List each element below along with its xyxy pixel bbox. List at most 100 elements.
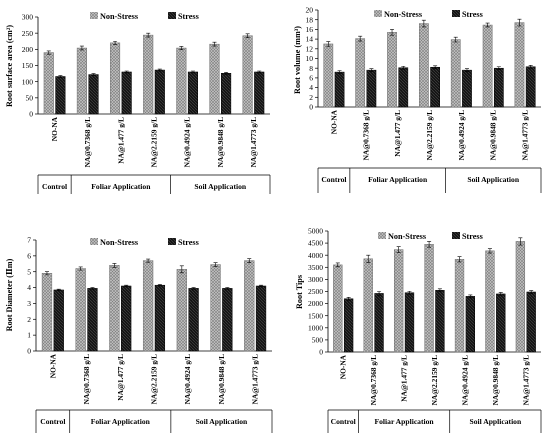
group-label: Control xyxy=(331,417,356,426)
y-tick-label: 6 xyxy=(27,251,31,260)
error-bar xyxy=(157,284,162,287)
error-bar xyxy=(485,22,490,28)
error-bar xyxy=(337,70,342,74)
error-bar xyxy=(517,18,522,27)
category-labels: NO-NA NA@0.7368 g/L NA@1.477 g/L NA@2.2159 … xyxy=(48,353,259,404)
legend-swatch-non-stress xyxy=(90,12,98,19)
legend-label-non-stress: Non-Stress xyxy=(100,12,138,21)
group-label: Soil Application xyxy=(470,417,522,426)
bar-non-stress xyxy=(76,47,87,115)
plot-area: 0 1 2 3 4 5 6 7 xyxy=(27,236,272,356)
bar-non-stress xyxy=(244,260,255,352)
bar-stress xyxy=(366,69,377,108)
y-tick-label: 14 xyxy=(306,35,314,44)
legend-swatch-non-stress xyxy=(374,10,382,17)
group-axis: Control Foliar Application Soil Applicatio… xyxy=(37,174,271,194)
bar-non-stress xyxy=(109,42,121,115)
y-tick-label: 3 xyxy=(27,299,31,308)
bar-stress xyxy=(374,293,384,353)
legend-label-non-stress: Non-Stress xyxy=(384,10,422,19)
error-bar xyxy=(124,284,129,288)
category-label: NA@0.4924 g/L xyxy=(183,354,192,404)
group-axis: Control Foliar Application Soil Applicatio… xyxy=(35,409,273,433)
y-tick-label: 2 xyxy=(309,93,313,102)
category-label: NA@0.4924 g/L xyxy=(460,355,469,405)
error-bar xyxy=(346,297,351,301)
error-bar xyxy=(427,241,432,248)
y-tick-label: 20 xyxy=(306,6,314,15)
group-label: Foliar Application xyxy=(375,417,435,426)
error-bar xyxy=(496,66,501,70)
error-bar xyxy=(212,41,217,47)
error-bar xyxy=(224,71,229,75)
y-tick-label: 3000 xyxy=(308,275,323,284)
error-bar xyxy=(529,290,534,294)
bar-non-stress xyxy=(75,268,86,352)
y-tick-label: 6 xyxy=(309,74,313,83)
category-label: NA@1.477 g/L xyxy=(400,355,409,402)
group-label: Soil Application xyxy=(194,182,246,191)
bar-non-stress xyxy=(242,35,253,115)
legend-swatch-stress xyxy=(168,12,176,19)
legend-label-stress: Stress xyxy=(462,10,483,19)
category-label: NA@0.9848 g/L xyxy=(489,110,498,160)
category-label: NA@0.4924 g/L xyxy=(183,117,192,167)
error-bar xyxy=(179,265,184,274)
error-bar xyxy=(407,290,412,295)
bar-stress xyxy=(121,71,132,115)
y-tick-label: 5 xyxy=(27,267,31,276)
legend: Non-Stress Stress xyxy=(374,10,483,19)
category-label: NA@2.2159 g/L xyxy=(150,354,159,404)
error-bar xyxy=(179,46,184,50)
error-bar xyxy=(369,68,374,72)
bar-stress xyxy=(221,73,232,115)
bar-stress xyxy=(87,288,98,352)
bar-non-stress xyxy=(176,269,187,352)
error-bar xyxy=(457,256,462,263)
group-label: Control xyxy=(42,182,67,191)
y-axis-label: Root surface area (cm²) xyxy=(5,25,14,107)
legend: Non-Stress Stress xyxy=(90,238,199,247)
category-label: NA@1.4773 g/L xyxy=(521,355,530,405)
bar-non-stress xyxy=(515,241,526,353)
bar-non-stress xyxy=(109,265,120,352)
category-label: NA@1.4773 g/L xyxy=(249,117,258,167)
category-labels: NO-NA NA@0.7368 g/L NA@1.477 g/L NA@2.2159 … xyxy=(339,354,531,405)
bar-stress xyxy=(254,71,265,115)
group-label: Foliar Application xyxy=(91,417,151,426)
legend-swatch-stress xyxy=(452,232,460,239)
bar-stress xyxy=(343,298,354,353)
bar-non-stress xyxy=(387,32,397,108)
legend-swatch-non-stress xyxy=(378,232,386,239)
panel-root-surface-area: Root surface area (cm²) Non-Stress Stres… xyxy=(5,12,271,194)
error-bar xyxy=(146,32,151,38)
y-tick-label: 18 xyxy=(306,15,314,24)
bar-non-stress xyxy=(363,258,373,353)
category-label: NA@0.9848 g/L xyxy=(216,117,225,167)
error-bar xyxy=(157,68,162,72)
y-tick-label: 7 xyxy=(27,236,31,245)
group-label: Soil Application xyxy=(196,417,248,426)
y-tick-label: 0 xyxy=(309,103,313,112)
category-label: NA@1.477 g/L xyxy=(116,117,125,164)
bar-non-stress xyxy=(454,259,465,353)
error-bar xyxy=(518,237,523,246)
bar-non-stress xyxy=(41,273,53,352)
error-bar xyxy=(468,294,473,299)
y-tick-label: 16 xyxy=(306,25,314,34)
bar-non-stress xyxy=(424,244,434,353)
bar-stress xyxy=(493,67,504,108)
y-tick-label: 4000 xyxy=(308,251,323,260)
legend: Non-Stress Stress xyxy=(378,232,483,241)
bar-non-stress xyxy=(210,264,221,352)
y-tick-label: 200 xyxy=(22,45,34,54)
y-tick-label: 50 xyxy=(26,93,34,102)
group-label: Control xyxy=(321,175,346,184)
category-label: NA@1.477 g/L xyxy=(116,354,125,401)
y-tick-label: 4500 xyxy=(308,239,323,248)
error-bar xyxy=(213,262,218,267)
group-axis: Control Foliar Application Soil Applicatio… xyxy=(317,167,542,193)
category-label: NA@2.2159 g/L xyxy=(150,117,159,167)
error-bar xyxy=(366,254,371,263)
